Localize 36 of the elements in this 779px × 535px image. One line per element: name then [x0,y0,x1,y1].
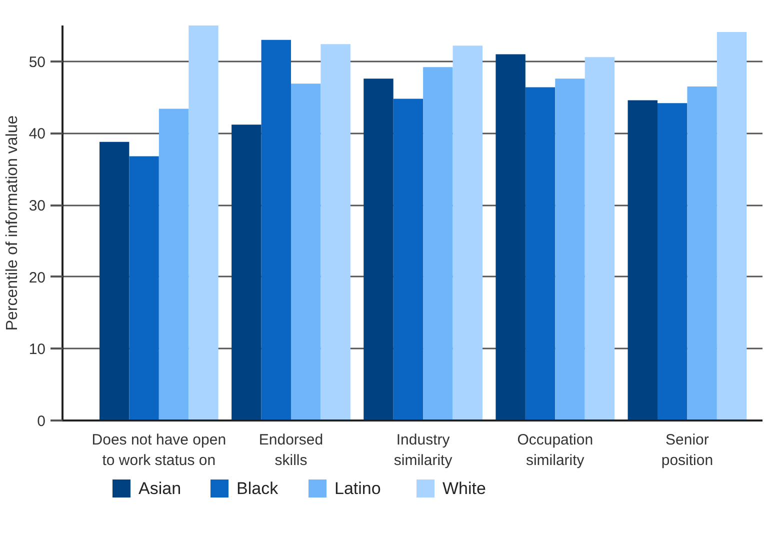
bar [320,44,350,420]
y-axis-title: Percentile of information value [4,115,21,331]
legend-label: Black [236,479,279,498]
legend-label: White [442,479,486,498]
bar [188,26,218,420]
bar [423,67,453,420]
bar [393,98,424,420]
bar [716,32,747,420]
bar [687,86,717,420]
bar [261,40,291,420]
bar [452,46,482,420]
bar [158,108,189,420]
bar [658,103,688,420]
bar [290,84,321,420]
y-tick-label: 50 [28,54,46,71]
bar [99,142,130,420]
bar [584,57,615,420]
bar [232,124,262,420]
y-tick-label: 20 [28,269,46,286]
x-tick-label: Endorsed skills [258,432,324,469]
bar [364,78,394,420]
y-tick-label: 30 [28,198,46,215]
y-tick-label: 40 [28,126,46,143]
x-tick-label: Does not have open to work status on [92,432,226,469]
bar [628,100,658,420]
bar [496,54,526,420]
legend-label: Latino [334,479,381,498]
bar [129,156,159,420]
x-tick-label: Senior position [661,432,714,469]
bar [555,78,585,420]
x-tick-label: Industry similarity [394,432,453,469]
y-tick-label: 10 [28,341,46,358]
legend-label: Asian [138,479,182,498]
x-tick-label: Occupation similarity [517,432,594,469]
bar [525,87,556,420]
y-tick-label: 0 [37,413,46,430]
